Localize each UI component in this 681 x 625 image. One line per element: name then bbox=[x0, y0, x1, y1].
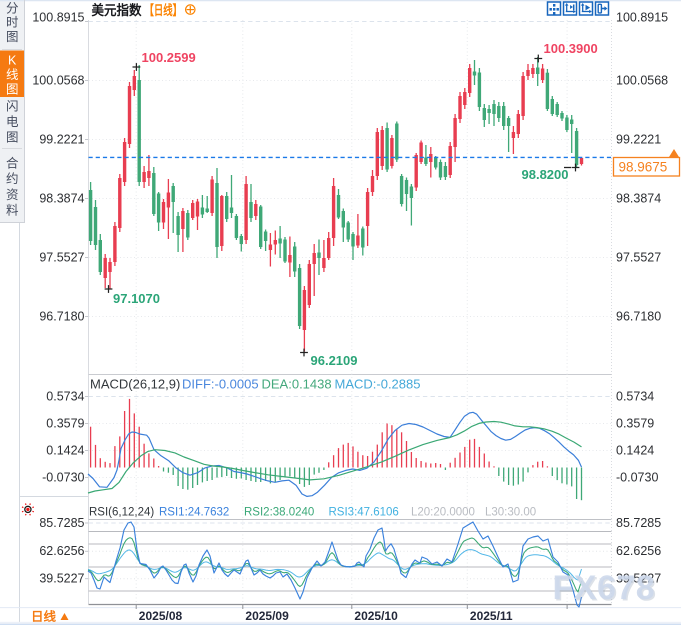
svg-text:0.5734: 0.5734 bbox=[46, 389, 84, 403]
svg-text:0.3579: 0.3579 bbox=[616, 416, 654, 430]
svg-text:分: 分 bbox=[6, 2, 19, 16]
svg-text:【日线】: 【日线】 bbox=[145, 2, 183, 18]
svg-text:99.2221: 99.2221 bbox=[39, 132, 84, 146]
svg-text:资: 资 bbox=[6, 188, 19, 202]
svg-text:-0.0730: -0.0730 bbox=[616, 470, 658, 484]
svg-text:DEA:0.1438: DEA:0.1438 bbox=[262, 377, 332, 392]
svg-text:图: 图 bbox=[6, 82, 19, 96]
svg-text:K: K bbox=[8, 54, 17, 68]
svg-text:97.1070: 97.1070 bbox=[113, 291, 160, 306]
svg-text:97.5527: 97.5527 bbox=[39, 250, 84, 264]
svg-text:0.1424: 0.1424 bbox=[46, 443, 84, 457]
svg-text:FX678: FX678 bbox=[553, 569, 656, 607]
svg-text:39.5227: 39.5227 bbox=[39, 572, 84, 586]
svg-text:98.3874: 98.3874 bbox=[616, 191, 661, 205]
svg-text:100.2599: 100.2599 bbox=[142, 50, 196, 65]
svg-text:96.7180: 96.7180 bbox=[39, 309, 84, 323]
svg-text:2025/10: 2025/10 bbox=[354, 609, 398, 623]
svg-text:100.8915: 100.8915 bbox=[32, 11, 84, 25]
svg-text:99.2221: 99.2221 bbox=[616, 132, 661, 146]
svg-text:约: 约 bbox=[6, 171, 19, 186]
svg-text:0.3579: 0.3579 bbox=[46, 416, 84, 430]
svg-text:FX678: FX678 bbox=[554, 571, 657, 609]
svg-text:RSI(6,12,24): RSI(6,12,24) bbox=[89, 507, 154, 519]
svg-text:MACD:-0.2885: MACD:-0.2885 bbox=[335, 377, 421, 392]
svg-text:图: 图 bbox=[6, 131, 19, 145]
svg-text:MACD(26,12,9): MACD(26,12,9) bbox=[90, 377, 180, 392]
svg-text:0.1424: 0.1424 bbox=[616, 443, 654, 457]
svg-text:线: 线 bbox=[6, 68, 19, 82]
svg-text:料: 料 bbox=[6, 204, 19, 218]
svg-text:0.5734: 0.5734 bbox=[616, 389, 654, 403]
svg-text:98.3874: 98.3874 bbox=[39, 191, 84, 205]
svg-text:98.9675: 98.9675 bbox=[619, 160, 668, 175]
svg-text:合: 合 bbox=[6, 156, 19, 171]
svg-text:RSI1:24.7632: RSI1:24.7632 bbox=[159, 507, 229, 519]
svg-text:L30:30.00: L30:30.00 bbox=[485, 507, 536, 519]
svg-text:100.0568: 100.0568 bbox=[32, 73, 84, 87]
svg-text:98.8200: 98.8200 bbox=[522, 167, 569, 182]
svg-text:62.6256: 62.6256 bbox=[616, 544, 661, 558]
svg-text:97.5527: 97.5527 bbox=[616, 250, 661, 264]
svg-text:85.7285: 85.7285 bbox=[616, 516, 661, 530]
svg-text:电: 电 bbox=[6, 115, 19, 129]
svg-text:96.7180: 96.7180 bbox=[616, 309, 661, 323]
svg-text:美元指数: 美元指数 bbox=[92, 2, 142, 18]
svg-text:RSI3:47.6106: RSI3:47.6106 bbox=[329, 507, 399, 519]
svg-text:62.6256: 62.6256 bbox=[39, 544, 84, 558]
svg-text:图: 图 bbox=[6, 30, 19, 44]
svg-text:2025/09: 2025/09 bbox=[245, 609, 289, 623]
svg-text:39.5227: 39.5227 bbox=[616, 572, 661, 586]
svg-text:L20:20.0000: L20:20.0000 bbox=[411, 507, 475, 519]
svg-text:85.7285: 85.7285 bbox=[39, 516, 84, 530]
svg-text:闪: 闪 bbox=[6, 100, 19, 114]
svg-text:96.2109: 96.2109 bbox=[311, 353, 358, 368]
svg-text:100.3900: 100.3900 bbox=[544, 41, 598, 56]
svg-text:-0.0730: -0.0730 bbox=[42, 470, 84, 484]
svg-text:RSI2:38.0240: RSI2:38.0240 bbox=[244, 507, 314, 519]
svg-text:2025/11: 2025/11 bbox=[470, 609, 513, 623]
svg-text:DIFF:-0.0005: DIFF:-0.0005 bbox=[182, 377, 259, 392]
svg-text:100.8915: 100.8915 bbox=[616, 11, 668, 25]
svg-text:日线: 日线 bbox=[31, 609, 57, 624]
svg-text:2025/08: 2025/08 bbox=[139, 609, 183, 623]
svg-text:100.0568: 100.0568 bbox=[616, 73, 668, 87]
svg-text:时: 时 bbox=[6, 16, 19, 30]
